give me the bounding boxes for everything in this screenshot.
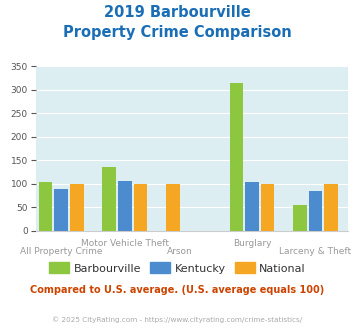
Bar xyxy=(261,184,274,231)
Text: Burglary: Burglary xyxy=(233,240,271,248)
Bar xyxy=(230,83,243,231)
Bar xyxy=(309,191,322,231)
Bar xyxy=(39,182,53,231)
Text: Property Crime Comparison: Property Crime Comparison xyxy=(63,25,292,40)
Bar xyxy=(133,184,147,231)
Text: Arson: Arson xyxy=(166,247,192,255)
Bar xyxy=(70,184,83,231)
Legend: Barbourville, Kentucky, National: Barbourville, Kentucky, National xyxy=(45,258,310,278)
Bar xyxy=(324,184,338,231)
Bar xyxy=(103,167,116,231)
Bar xyxy=(118,181,131,231)
Text: Motor Vehicle Theft: Motor Vehicle Theft xyxy=(81,240,169,248)
Bar xyxy=(245,182,259,231)
Text: 2019 Barbourville: 2019 Barbourville xyxy=(104,5,251,20)
Bar xyxy=(293,205,307,231)
Text: © 2025 CityRating.com - https://www.cityrating.com/crime-statistics/: © 2025 CityRating.com - https://www.city… xyxy=(53,317,302,323)
Bar xyxy=(54,188,68,231)
Text: All Property Crime: All Property Crime xyxy=(20,247,103,255)
Text: Larceny & Theft: Larceny & Theft xyxy=(279,247,351,255)
Bar xyxy=(166,184,180,231)
Text: Compared to U.S. average. (U.S. average equals 100): Compared to U.S. average. (U.S. average … xyxy=(31,285,324,295)
